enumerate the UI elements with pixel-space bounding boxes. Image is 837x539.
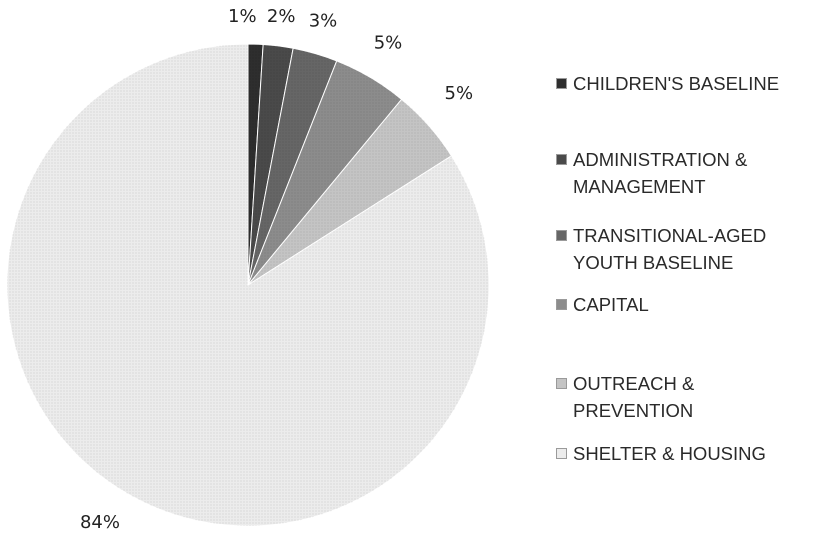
data-label-shelter-housing: 84% [80,512,120,533]
chart-legend: CHILDREN'S BASELINE ADMINISTRATION & MAN… [556,0,837,539]
pie-chart: 1% 2% 3% 5% 5% 84% [6,6,490,533]
legend-item-outreach-prevention: OUTREACH & PREVENTION [556,370,833,424]
legend-label: CHILDREN'S BASELINE [573,73,780,94]
legend-swatch [556,78,567,89]
legend-label: TRANSITIONAL-AGED YOUTH BASELINE [573,225,767,273]
legend-item-shelter-housing: SHELTER & HOUSING [556,440,833,467]
legend-label: SHELTER & HOUSING [573,443,766,464]
legend-swatch [556,230,567,241]
legend-swatch [556,154,567,165]
data-label-children-s-baseline: 1% [228,6,257,27]
legend-swatch [556,448,567,459]
legend-item-transitional-aged-youth-baseline: TRANSITIONAL-AGED YOUTH BASELINE [556,222,833,276]
legend-swatch [556,299,567,310]
data-label-administration-management: 2% [267,6,296,27]
pie-slice-texture [248,48,337,285]
legend-item-capital: CAPITAL [556,291,833,318]
legend-label: CAPITAL [573,294,649,315]
data-label-capital: 5% [374,32,403,53]
legend-item-administration-management: ADMINISTRATION & MANAGEMENT [556,146,833,200]
legend-label: ADMINISTRATION & MANAGEMENT [573,149,748,197]
legend-item-childrens-baseline: CHILDREN'S BASELINE [556,70,833,97]
pie-slice-texture [248,99,452,285]
pie-slice-texture [248,60,402,285]
legend-label: OUTREACH & PREVENTION [573,373,695,421]
pie-slice-texture [6,43,489,526]
data-label-transitional-aged-youth-baseline: 3% [309,11,338,32]
legend-swatch [556,378,567,389]
data-label-outreach-prevention: 5% [445,83,474,104]
